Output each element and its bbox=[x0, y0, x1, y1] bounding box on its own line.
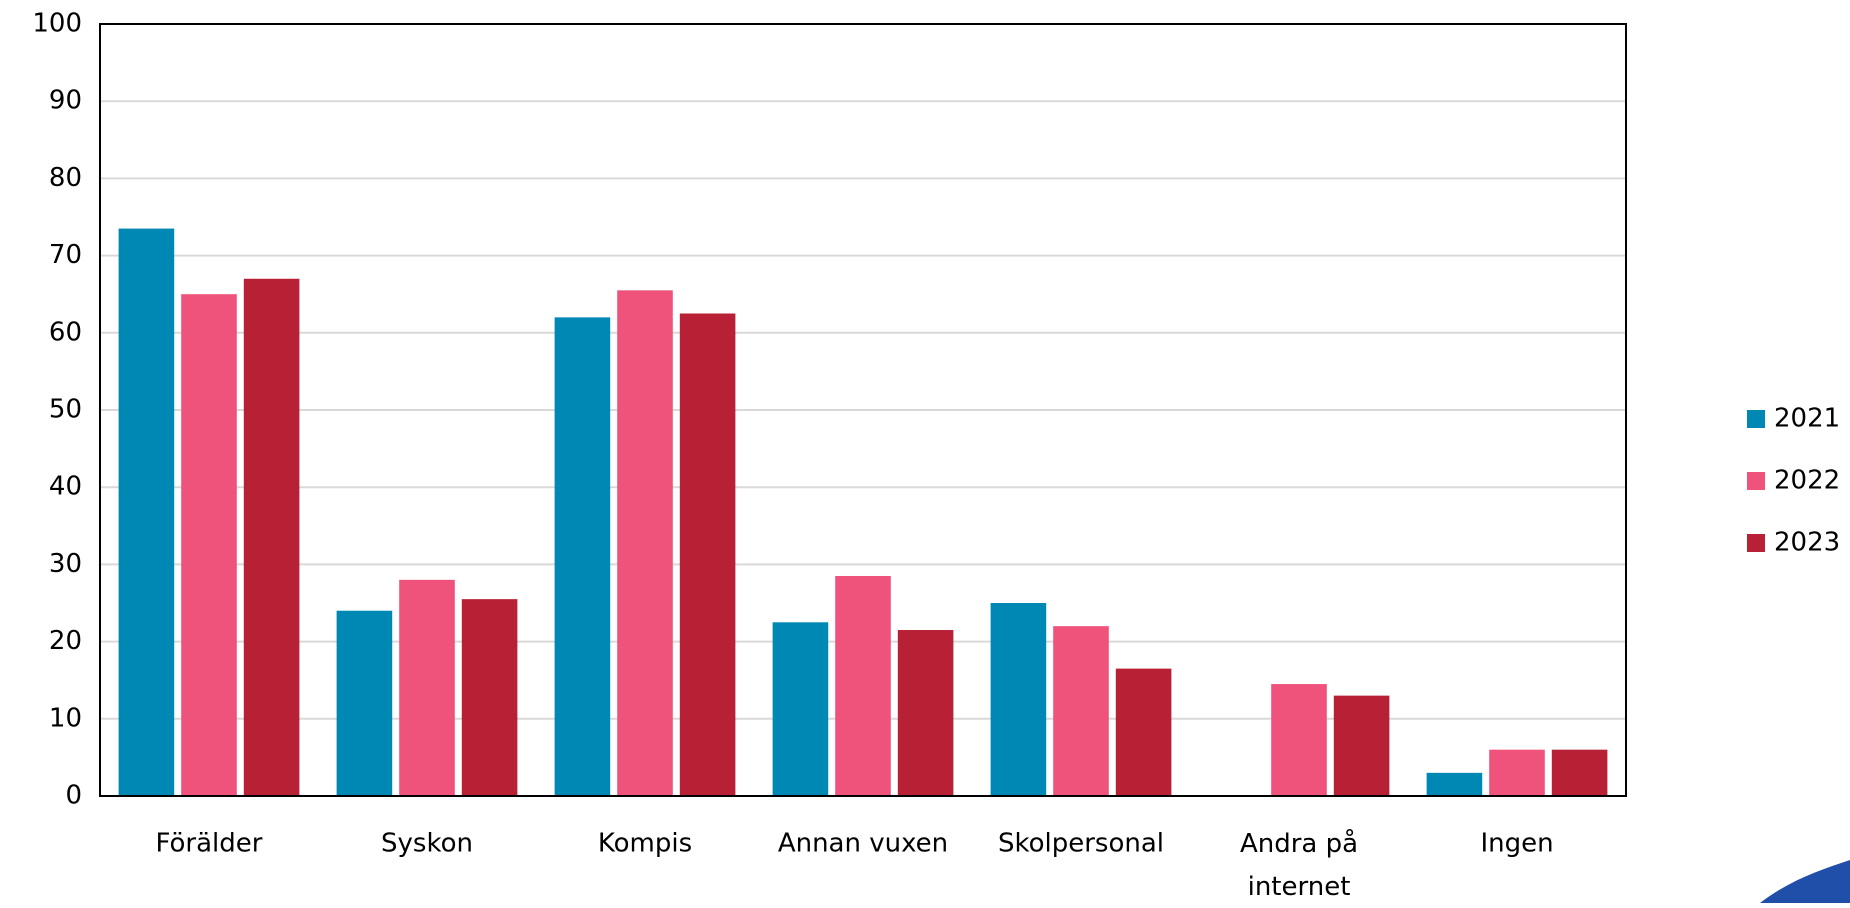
bar bbox=[1271, 684, 1327, 796]
y-tick-label: 70 bbox=[49, 240, 82, 270]
x-tick-label: Syskon bbox=[381, 829, 473, 859]
y-tick-label: 20 bbox=[49, 626, 82, 656]
bar bbox=[118, 228, 175, 796]
decoration bbox=[1760, 860, 1850, 903]
bar bbox=[336, 610, 393, 796]
legend-swatch bbox=[1747, 472, 1765, 490]
x-tick-label: Andra på internet bbox=[1240, 828, 1358, 902]
bar bbox=[990, 603, 1047, 796]
bar bbox=[1551, 749, 1608, 796]
bar bbox=[1053, 626, 1109, 796]
y-tick-label: 60 bbox=[49, 317, 82, 347]
x-tick-label: Kompis bbox=[598, 829, 692, 859]
bar bbox=[679, 313, 736, 796]
legend-swatch bbox=[1747, 534, 1765, 552]
y-tick-label: 90 bbox=[49, 86, 82, 116]
legend-swatch bbox=[1747, 410, 1765, 428]
y-tick-label: 0 bbox=[65, 781, 82, 811]
y-tick-label: 30 bbox=[49, 549, 82, 579]
x-tick-label: Ingen bbox=[1480, 829, 1553, 859]
bar bbox=[835, 575, 891, 796]
bar bbox=[554, 317, 611, 796]
x-tick-label: Skolpersonal bbox=[998, 829, 1164, 859]
bar bbox=[1489, 749, 1545, 796]
bar bbox=[1426, 772, 1483, 796]
legend-label: 2022 bbox=[1774, 466, 1840, 496]
x-tick-label: Annan vuxen bbox=[778, 829, 948, 859]
legend-label: 2023 bbox=[1774, 528, 1840, 558]
bar bbox=[181, 294, 237, 796]
bar bbox=[243, 278, 300, 796]
bar bbox=[617, 290, 673, 796]
bar bbox=[1333, 695, 1390, 796]
legend-label: 2021 bbox=[1774, 404, 1840, 434]
bar bbox=[399, 579, 455, 796]
y-tick-label: 40 bbox=[49, 472, 82, 502]
y-tick-label: 100 bbox=[32, 9, 82, 39]
y-tick-label: 80 bbox=[49, 163, 82, 193]
x-tick-label: Förälder bbox=[156, 829, 263, 859]
bar bbox=[897, 630, 954, 796]
bar bbox=[772, 622, 829, 796]
bar bbox=[1115, 668, 1172, 796]
y-tick-label: 10 bbox=[49, 703, 82, 733]
y-tick-label: 50 bbox=[49, 395, 82, 425]
bar bbox=[461, 599, 518, 796]
plot-border bbox=[99, 23, 1627, 797]
